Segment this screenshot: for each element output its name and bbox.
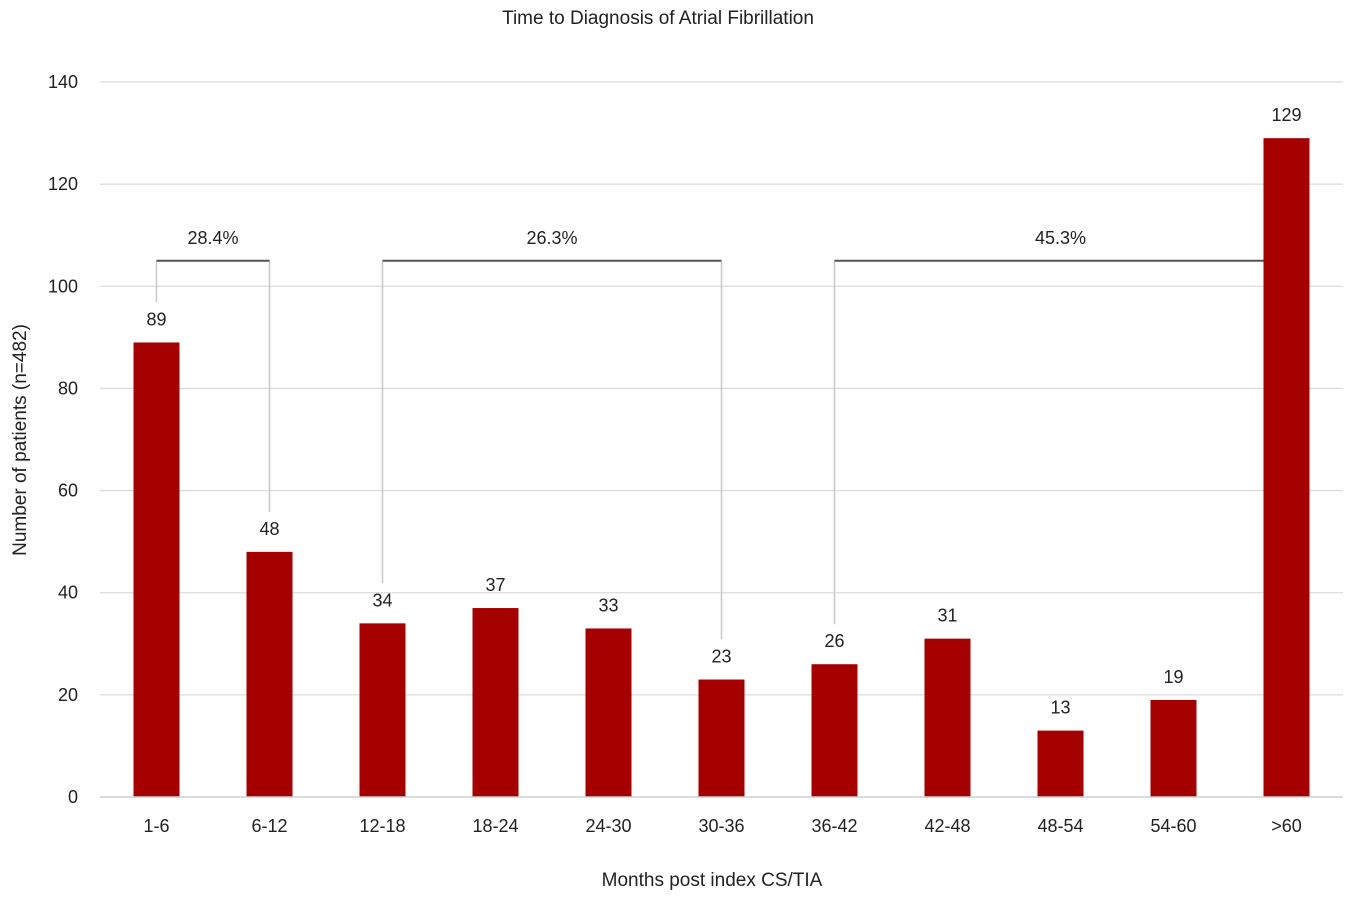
x-tick-label: 24-30 — [585, 816, 631, 836]
y-tick-label: 80 — [58, 378, 78, 398]
x-tick-label: 18-24 — [472, 816, 518, 836]
x-tick-label: 48-54 — [1037, 816, 1083, 836]
bar — [1150, 699, 1197, 797]
y-tick-label: 100 — [48, 276, 78, 296]
data-label: 129 — [1271, 105, 1301, 125]
bar — [246, 551, 293, 797]
data-label: 37 — [485, 575, 505, 595]
data-label: 48 — [259, 519, 279, 539]
y-tick-label: 140 — [48, 72, 78, 92]
x-tick-label: 30-36 — [698, 816, 744, 836]
bracket-percent-label: 45.3% — [1035, 228, 1086, 248]
bracket-percent-label: 26.3% — [526, 228, 577, 248]
bar — [472, 608, 519, 797]
y-tick-label: 0 — [68, 787, 78, 807]
data-label: 89 — [146, 309, 166, 329]
chart-title: Time to Diagnosis of Atrial Fibrillation — [502, 8, 814, 29]
bar — [359, 623, 406, 797]
bar — [811, 664, 858, 797]
data-label: 33 — [598, 595, 618, 615]
bar — [1263, 138, 1310, 797]
bar — [698, 679, 745, 797]
x-tick-label: 12-18 — [359, 816, 405, 836]
x-tick-label: 6-12 — [251, 816, 287, 836]
data-label: 13 — [1050, 698, 1070, 718]
bar — [1037, 730, 1084, 797]
data-label: 23 — [711, 647, 731, 667]
x-axis-ticks: 1-6 6-12 12-18 18-24 24-30 30-36 36-42 42-48 48-… — [143, 816, 1301, 836]
y-axis-label: Number of patients (n=482) — [10, 324, 31, 556]
data-label: 26 — [824, 631, 844, 651]
y-tick-label: 40 — [58, 583, 78, 603]
data-label: 31 — [937, 606, 957, 626]
x-tick-label: 1-6 — [143, 816, 169, 836]
bars — [133, 138, 1310, 797]
bar — [924, 638, 971, 797]
bar — [133, 342, 180, 797]
bracket-percent-label: 28.4% — [187, 228, 238, 248]
data-label: 34 — [372, 590, 392, 610]
y-tick-label: 60 — [58, 481, 78, 501]
x-axis-label: Months post index CS/TIA — [602, 870, 823, 891]
data-labels: 89 48 34 37 33 23 26 31 13 19 129 — [146, 105, 1301, 717]
data-label: 19 — [1163, 667, 1183, 687]
percentage-brackets: 28.4% 26.3% 45.3% — [155, 228, 1287, 640]
x-tick-label: 54-60 — [1150, 816, 1196, 836]
x-tick-label: 42-48 — [924, 816, 970, 836]
y-tick-label: 120 — [48, 174, 78, 194]
x-tick-label: >60 — [1271, 816, 1302, 836]
x-tick-label: 36-42 — [811, 816, 857, 836]
y-tick-label: 20 — [58, 685, 78, 705]
bar — [585, 628, 632, 797]
y-axis-ticks: 0 20 40 60 80 100 120 140 — [48, 72, 78, 807]
